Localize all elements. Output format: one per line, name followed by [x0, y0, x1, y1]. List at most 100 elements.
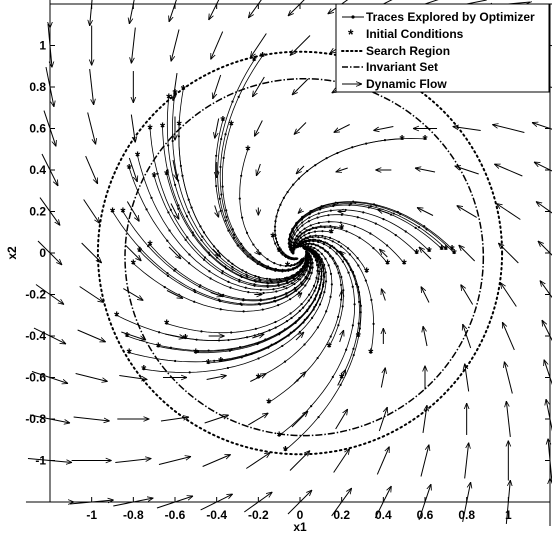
trace-point	[295, 234, 298, 238]
trace-point	[298, 330, 301, 334]
trace-point	[453, 251, 456, 255]
trace-point	[200, 239, 203, 242]
trace-point	[329, 236, 332, 239]
trace-point	[306, 277, 309, 280]
trace-point	[148, 127, 152, 130]
trace-point	[246, 148, 250, 151]
trace-point	[300, 262, 303, 265]
trace-point	[307, 220, 311, 223]
trace-point	[215, 184, 218, 188]
trace-point	[220, 137, 223, 141]
trace-point	[208, 270, 211, 273]
x-tick-label: 1	[505, 508, 512, 522]
initial-condition-marker: *	[277, 429, 283, 444]
trace-point	[275, 278, 278, 281]
trace-point	[286, 282, 289, 285]
trace-point	[317, 236, 320, 239]
trace-point	[257, 357, 260, 360]
initial-condition-marker: *	[256, 371, 262, 386]
flow-arrow	[126, 201, 139, 222]
trace-point	[290, 274, 293, 277]
trace-point	[282, 196, 285, 200]
flow-arrow	[464, 443, 469, 479]
initial-condition-marker: *	[260, 49, 266, 64]
trace-point	[308, 216, 311, 219]
trace-point	[218, 300, 222, 303]
trace-point	[306, 245, 310, 248]
trace-point	[237, 95, 240, 99]
trace-point	[284, 449, 287, 452]
trace-point	[306, 246, 309, 250]
flow-arrow	[295, 332, 304, 341]
trace-point	[324, 257, 327, 260]
trace-point	[304, 236, 307, 239]
trace-point	[320, 292, 323, 295]
trace-point	[291, 229, 294, 232]
trace-point	[304, 262, 307, 266]
flow-arrow	[206, 376, 227, 380]
trace-point	[310, 271, 313, 274]
trace-point	[305, 229, 308, 232]
trace-point	[370, 298, 373, 302]
trace-point	[121, 210, 125, 213]
initial-condition-marker: *	[427, 244, 433, 259]
trace-point	[253, 284, 256, 287]
trace-point	[314, 234, 317, 237]
trace-point	[327, 264, 330, 267]
flow-arrow	[376, 447, 390, 475]
trace-point	[304, 245, 307, 248]
trace-point	[142, 368, 145, 371]
trace-point	[138, 246, 141, 249]
trace-point	[232, 236, 236, 240]
initial-condition-marker: *	[177, 117, 183, 132]
initial-conditions: ******** ***** *************** *********** *…	[110, 49, 458, 458]
trace-point	[290, 257, 293, 261]
trace-point	[201, 235, 204, 238]
trace-point	[317, 254, 320, 258]
trace-point	[275, 290, 278, 293]
trace-point	[294, 244, 297, 247]
trace-point	[300, 302, 303, 306]
initial-condition-marker: *	[164, 317, 170, 332]
trace-point	[318, 287, 321, 291]
trace-point	[352, 353, 355, 357]
trace-point	[321, 246, 324, 250]
flow-arrow	[85, 155, 99, 184]
trace-point	[217, 298, 221, 301]
trace-point	[167, 96, 170, 99]
trace-point	[309, 235, 312, 238]
initial-condition-marker: *	[283, 443, 289, 458]
trace-point	[274, 269, 277, 272]
trace-point	[174, 183, 177, 186]
initial-condition-marker: *	[193, 346, 199, 361]
trace-point	[230, 331, 233, 334]
trace-point	[301, 238, 304, 241]
flow-arrow	[215, 118, 220, 139]
trace-point	[187, 198, 190, 201]
y-tick-label: 0.6	[29, 122, 46, 136]
trace-point	[367, 206, 370, 209]
trace-point	[265, 277, 269, 280]
trace-point	[313, 230, 317, 233]
trace-point	[293, 263, 296, 267]
initial-condition-marker: *	[181, 82, 187, 97]
trace-point	[339, 283, 343, 287]
trace-point	[208, 253, 211, 256]
trace-point	[225, 209, 228, 212]
trace-point	[362, 211, 365, 214]
flow-arrow	[461, 285, 474, 305]
trace-point	[320, 252, 323, 255]
initial-condition-marker: *	[152, 169, 158, 184]
trace-point	[293, 248, 296, 251]
trace-point	[369, 205, 373, 208]
trace-point	[311, 249, 314, 252]
flow-arrow	[79, 286, 104, 303]
trace-point	[312, 284, 316, 287]
x-tick-label: 0	[297, 508, 304, 522]
trace-point	[324, 280, 328, 283]
trace-point	[128, 166, 131, 170]
trace-point	[168, 229, 171, 232]
optimizer-trace	[128, 167, 310, 294]
trace-point	[329, 209, 332, 212]
